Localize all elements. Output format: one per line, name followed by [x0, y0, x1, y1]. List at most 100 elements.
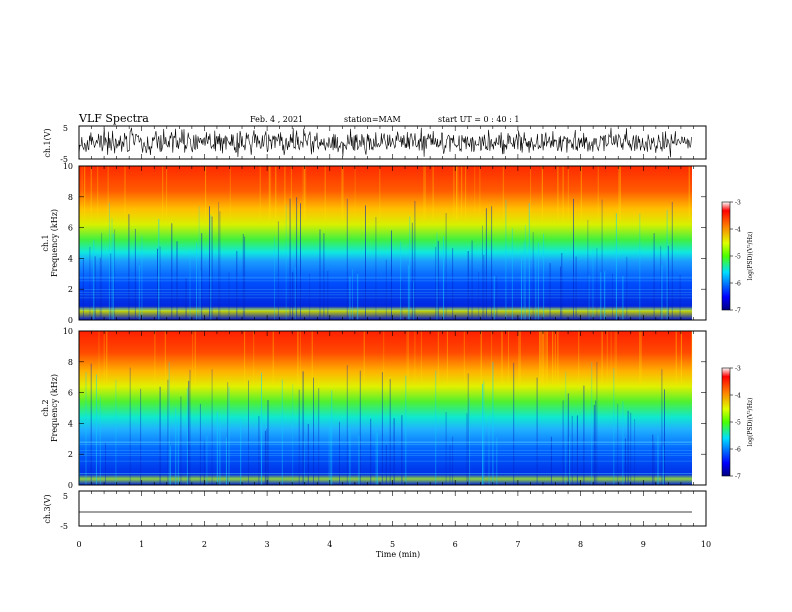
spectrogram-streak [154, 331, 156, 385]
spectrogram-streak [576, 415, 578, 485]
spectrogram-streak [480, 331, 482, 385]
spectrogram-streak [622, 276, 624, 320]
spectrogram-streak [112, 233, 114, 320]
spectrogram-streak [90, 363, 92, 485]
ch3-waveform-ylabel: ch.3(V) [43, 494, 52, 523]
spectrogram-streak [94, 256, 96, 320]
spectrogram-streak [613, 368, 615, 485]
spectrogram-streak [547, 331, 548, 385]
spectrogram-streak [423, 166, 425, 220]
ch2-spectrogram-panel: 0 2 4 6 8 10 ch.2 Frequency (kHz) [41, 327, 707, 490]
spectrogram-streak [296, 197, 298, 320]
spectrogram-streak [562, 400, 564, 485]
spectrogram-streak [540, 331, 542, 385]
ch3-waveform-ticks [78, 491, 707, 526]
spectrogram-streak [523, 241, 525, 320]
spectrogram-streak [593, 404, 595, 485]
spectrogram-streak [596, 247, 598, 320]
spectrogram-streak [664, 389, 665, 485]
colorbar-ch1-label: log(PSD)(V²/Hz) [747, 232, 754, 281]
spectrogram-streak [502, 166, 504, 220]
colorbar-tick-label: -4 [735, 393, 741, 400]
spectrogram-streak [478, 271, 480, 320]
spectrogram-streak [303, 166, 305, 220]
spectrogram-streak [662, 445, 664, 485]
y-tick-label: 0 [68, 316, 73, 325]
spectrogram-streak [549, 263, 551, 320]
spectrogram-streak [297, 331, 299, 385]
spectrogram-streak [253, 331, 255, 385]
spectrogram-streak [258, 415, 260, 485]
spectrogram-streak [653, 441, 655, 485]
start-time-label: start UT = 0 : 40 : 1 [438, 115, 519, 124]
spectrogram-streak [550, 436, 552, 485]
x-tick-label: 5 [390, 540, 395, 549]
spectrogram-streak [305, 166, 307, 220]
spectrogram-streak [370, 418, 372, 485]
spectrogram-streak [99, 257, 101, 320]
spectrogram-streak [228, 386, 230, 485]
spectrogram-streak [557, 166, 559, 220]
spectrogram-streak [170, 445, 171, 485]
spectrogram-streak [244, 331, 246, 385]
spectrogram-streak [569, 436, 571, 485]
spectrogram-streak [561, 253, 563, 320]
spectrogram-streak [634, 419, 636, 485]
spectrogram-streak [300, 331, 301, 385]
spectrogram-streak [199, 403, 201, 485]
spectrogram-streak [103, 331, 105, 385]
ch1-spectrogram-ytick-labels: 0 2 4 6 8 10 [63, 162, 73, 325]
spectrogram-streak [691, 331, 693, 385]
y-tick-label: 0 [68, 481, 73, 490]
x-axis-label: Time (min) [376, 550, 420, 559]
spectrogram-streak [302, 166, 304, 220]
spectrogram-streak [626, 256, 628, 320]
spectrogram-streak [209, 206, 210, 320]
spectrogram-streak [300, 203, 301, 320]
spectrogram-streak [539, 331, 541, 385]
spectrogram-streak [407, 331, 409, 385]
spectrogram-streak [414, 200, 416, 320]
spectrogram-streak [474, 166, 476, 220]
spectrogram-streak [211, 369, 213, 485]
spectrogram-streak [493, 276, 495, 320]
spectrogram-streak [437, 331, 439, 385]
spectrogram-streak [565, 371, 567, 485]
spectrogram-streak [105, 443, 106, 485]
spectrogram-streak [319, 229, 321, 320]
spectrogram-streak [627, 410, 629, 485]
spectrogram-streak [266, 428, 268, 485]
spectrogram-streak [610, 331, 612, 385]
spectrogram-streak [606, 331, 608, 385]
spectrogram-streak [492, 361, 494, 485]
ch1-spectrogram-texture [79, 166, 692, 320]
colorbar-ch1: -3 -4 -5 -6 -7 log(PSD)(V²/Hz) [721, 200, 754, 315]
spectrogram-streak [588, 275, 590, 320]
ch1-spectrogram-ylabel: Frequency (kHz) [50, 209, 59, 277]
spectrogram-streak [324, 166, 326, 220]
spectrogram-streak [196, 242, 197, 320]
spectrogram-streak [281, 379, 283, 485]
spectrogram-streak [81, 166, 83, 220]
spectrogram-streak [552, 331, 554, 385]
spectrogram-streak [437, 240, 439, 320]
spectrogram-streak [211, 216, 213, 320]
spectrogram-streak [604, 271, 606, 320]
spectrogram-streak [383, 331, 385, 385]
spectrogram-streak [401, 415, 403, 485]
ch1-waveform-line [78, 127, 692, 158]
spectrogram-streak [545, 331, 547, 385]
spectrogram-streak [311, 331, 313, 385]
spectrogram-streak [95, 374, 97, 485]
spectrogram-streak [445, 412, 447, 485]
spectrogram-streak [630, 412, 632, 485]
spectrogram-streak [482, 383, 483, 485]
spectrogram-streak [491, 206, 493, 320]
x-axis-tick-labels: 0 1 2 3 4 5 6 7 8 9 10 [76, 540, 711, 549]
spectrogram-streak [666, 209, 668, 320]
spectrogram-streak [595, 400, 597, 485]
spectrogram-streak [401, 279, 403, 320]
spectrogram-streak [290, 166, 292, 220]
spectrogram-streak [466, 413, 468, 485]
spectrogram-streak [106, 331, 108, 385]
